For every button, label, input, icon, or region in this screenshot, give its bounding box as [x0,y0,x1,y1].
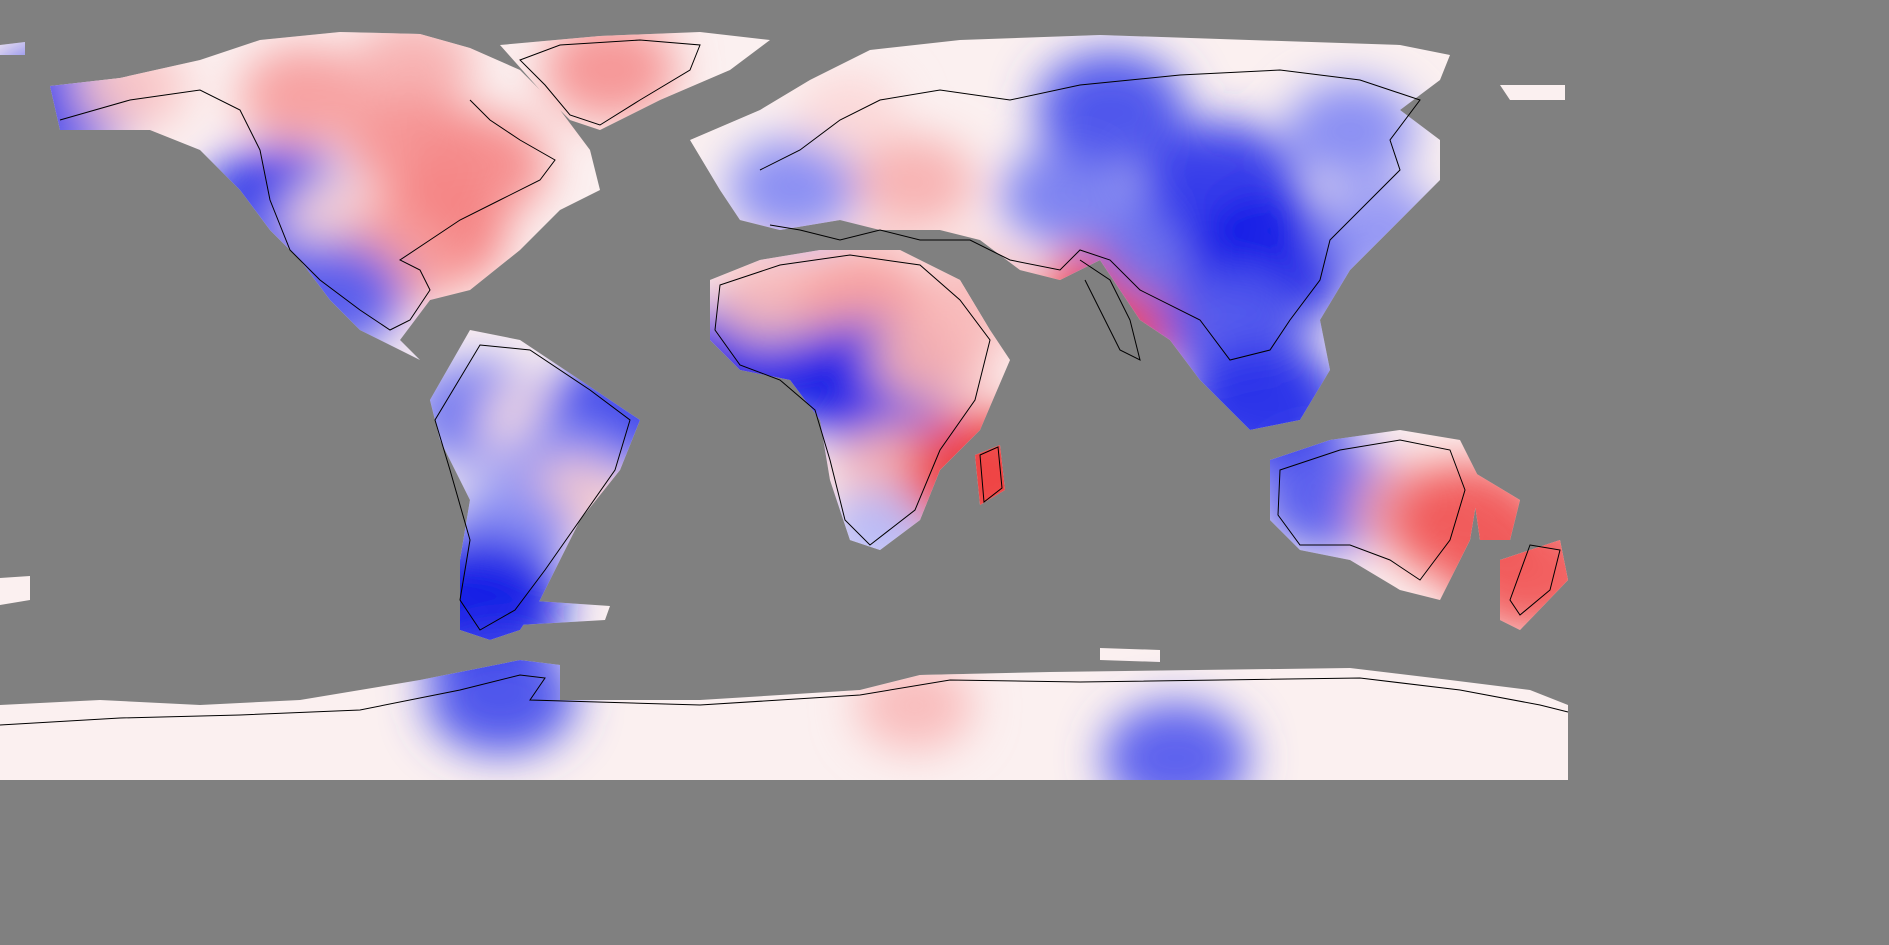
anomaly-antarctica-interior [1103,701,1249,780]
coastline-madagascar [979,446,1003,503]
anomaly-eastern-europe [853,135,976,230]
anomaly-central-asia [1000,144,1135,248]
coastline-new-zealand [1509,544,1561,616]
coastlines [0,39,1569,726]
anomaly-east-siberia [1285,80,1416,181]
anomaly-canadian-arctic [352,32,475,113]
anomaly-northern-siberia [1035,51,1186,167]
coastline-india [1079,259,1141,361]
anomaly-sahara-west [711,250,830,342]
coastline-australia [1277,439,1466,581]
anomaly-scandinavia [796,72,903,155]
anomaly-western-europe [727,137,858,238]
coastline-north-america [59,89,556,331]
coastline-eurasia [759,69,1421,361]
coastline-south-america [434,344,631,631]
anomaly-northern-canada [239,45,370,146]
coastline-antarctica [0,674,1569,726]
coastline-africa [714,254,991,546]
coastline-greenland [519,39,701,126]
